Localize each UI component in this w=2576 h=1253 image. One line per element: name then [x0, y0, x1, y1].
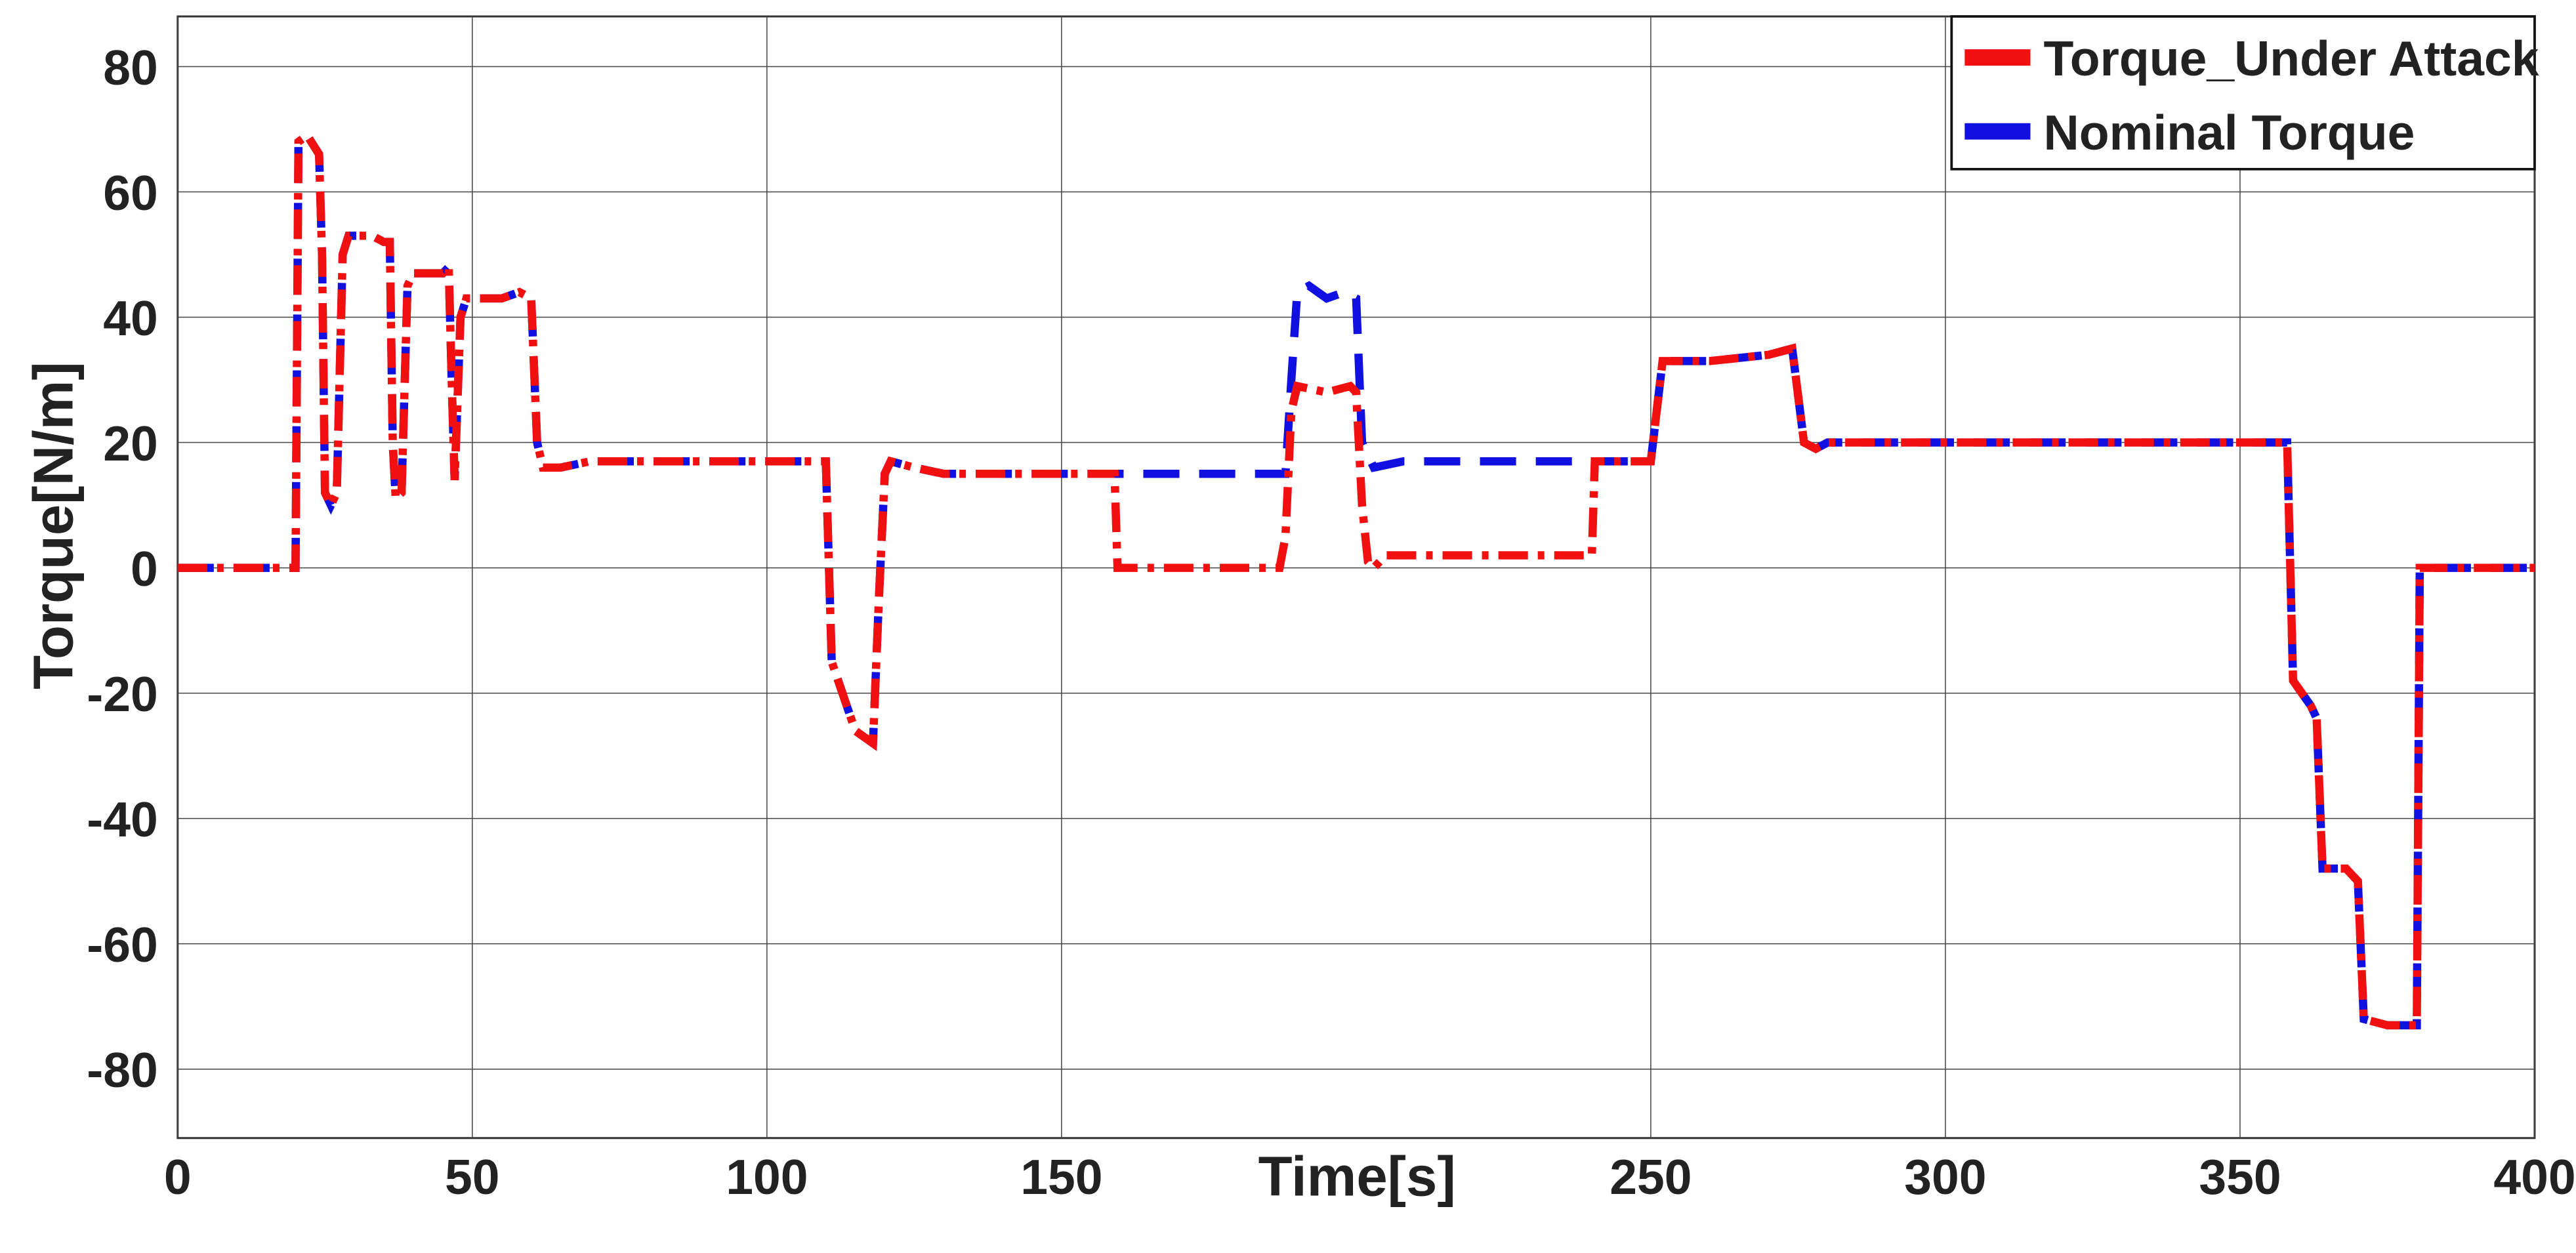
- y-tick-label: 0: [131, 541, 158, 596]
- x-tick-label: 150: [1020, 1149, 1102, 1204]
- grid: [177, 16, 2535, 1138]
- x-tick-label: 400: [2493, 1149, 2575, 1204]
- y-tick-label: -80: [87, 1042, 158, 1098]
- y-tick-label: 20: [103, 416, 158, 471]
- series-line: [177, 129, 2535, 1030]
- legend-label: Nominal Torque: [2044, 105, 2415, 160]
- legend-box: [1950, 15, 2536, 171]
- x-tick-label: 300: [1904, 1149, 1986, 1204]
- legend-label: Torque_Under Attack: [2044, 31, 2539, 86]
- x-tick-label: 50: [445, 1149, 500, 1204]
- y-tick-label: 60: [103, 165, 158, 220]
- y-tick-label: -20: [87, 667, 158, 722]
- x-tick-label: 250: [1610, 1149, 1692, 1204]
- y-axis-label: Torque[N/m]: [23, 361, 85, 689]
- x-tick-label: 350: [2199, 1149, 2281, 1204]
- x-axis-label: Time[s]: [1258, 1145, 1456, 1208]
- y-tick-label: -40: [87, 792, 158, 847]
- y-tick-label: 40: [103, 291, 158, 346]
- legend: Torque_Under Attack Nominal Torque: [1950, 15, 2539, 171]
- y-tick-label: -60: [87, 917, 158, 972]
- y-tick-label: 80: [103, 40, 158, 95]
- x-tick-label: 0: [164, 1149, 192, 1204]
- x-tick-label: 100: [726, 1149, 808, 1204]
- plot-frame: [177, 15, 2536, 1140]
- series-line: [177, 129, 2535, 1030]
- lines: [177, 129, 2535, 1030]
